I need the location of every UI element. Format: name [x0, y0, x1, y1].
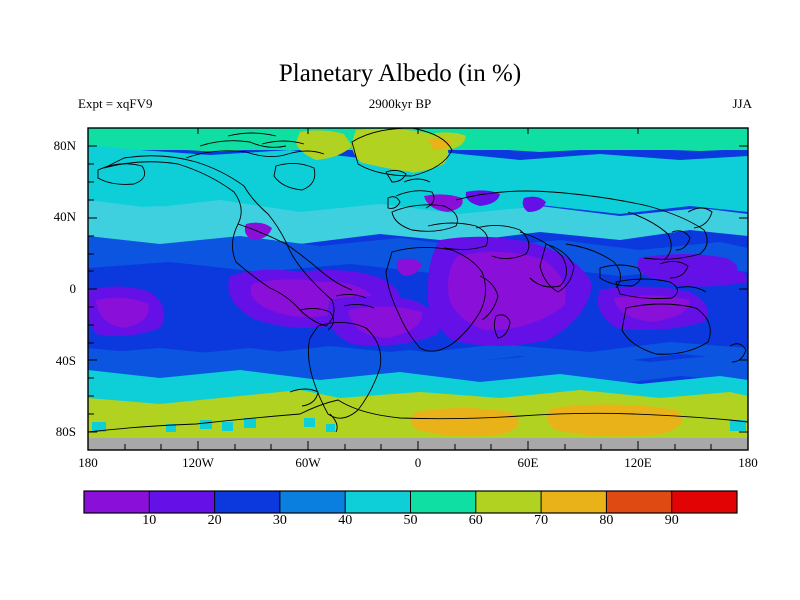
purple-core-indian — [448, 251, 566, 331]
colorbar-tick-label: 60 — [468, 513, 483, 528]
greenland-cyan-halo — [348, 160, 412, 182]
greenland-ice — [351, 128, 449, 174]
map-panel — [88, 128, 748, 450]
colorbar-swatch — [84, 491, 150, 513]
colorbar-swatch — [279, 491, 346, 513]
colorbar-swatch — [475, 491, 542, 513]
purple-streak-wpacific-2 — [664, 269, 748, 287]
colorbar-swatch — [541, 491, 607, 513]
page-title: Planetary Albedo (in %) — [278, 60, 522, 87]
colorbar-swatch — [214, 491, 281, 513]
colorbar-swatch — [149, 491, 216, 513]
colorbar-tick-label: 10 — [142, 513, 157, 528]
y-axis-tick-label: 80N — [53, 137, 76, 153]
purple-patch-caspian — [465, 190, 500, 206]
y-axis-tick-label: 0 — [69, 281, 77, 296]
purple-patch-africa-small — [396, 258, 422, 276]
band-subarctic-cyan — [88, 145, 748, 220]
axis-ticks — [87, 128, 749, 450]
x-axis-tick-label: 180 — [78, 455, 98, 470]
antarctic-orange-patch-2 — [546, 404, 683, 437]
x-axis-tick-label: 0 — [414, 455, 422, 470]
antarctic-coastal-cyan-dots — [92, 418, 746, 432]
season-label: JJA — [732, 96, 752, 111]
purple-patch-arabia — [522, 196, 546, 212]
x-axis-tick-label: 120W — [182, 455, 214, 470]
x-axis-tick-label: 180 — [738, 455, 758, 470]
x-axis-tick-label: 120E — [624, 455, 652, 470]
x-axis-tick-label: 60E — [517, 455, 539, 470]
y-axis-tick-label: 40S — [55, 352, 76, 368]
purple-core-brazil — [348, 306, 423, 338]
colorbar-tick-label: 80 — [599, 513, 614, 528]
colorbar-swatch — [345, 491, 412, 513]
purple-core-satlantic — [96, 297, 149, 328]
colorbar-tick-label: 40 — [338, 513, 353, 528]
colorbar-dividers — [148, 491, 673, 513]
colorbar-tick-label: 20 — [207, 513, 222, 528]
x-axis-tick-label: 60W — [295, 455, 321, 470]
y-axis-tick-label: 40N — [53, 209, 76, 225]
colorbar-tick-label: 30 — [272, 513, 287, 528]
colorbar-tick-label: 90 — [664, 513, 679, 528]
colorbar-swatch — [606, 491, 673, 513]
colorbar-swatch — [410, 491, 477, 513]
subtitle: 2900kyr BP — [368, 96, 432, 111]
purple-core-australia — [614, 295, 690, 322]
svalbard-ice-core — [428, 138, 452, 150]
colorbar-tick-label: 70 — [534, 513, 549, 528]
coastlines — [88, 128, 748, 433]
y-axis-tick-label: 80S — [55, 424, 76, 440]
colorbar-tick-label: 50 — [403, 513, 418, 528]
antarctic-orange-patch-1 — [410, 408, 519, 437]
experiment-label: Expt = xqFV9 — [78, 96, 153, 111]
greenland-ice-west — [296, 130, 352, 160]
colorbar-swatch — [671, 491, 737, 513]
colorbar — [83, 490, 738, 514]
